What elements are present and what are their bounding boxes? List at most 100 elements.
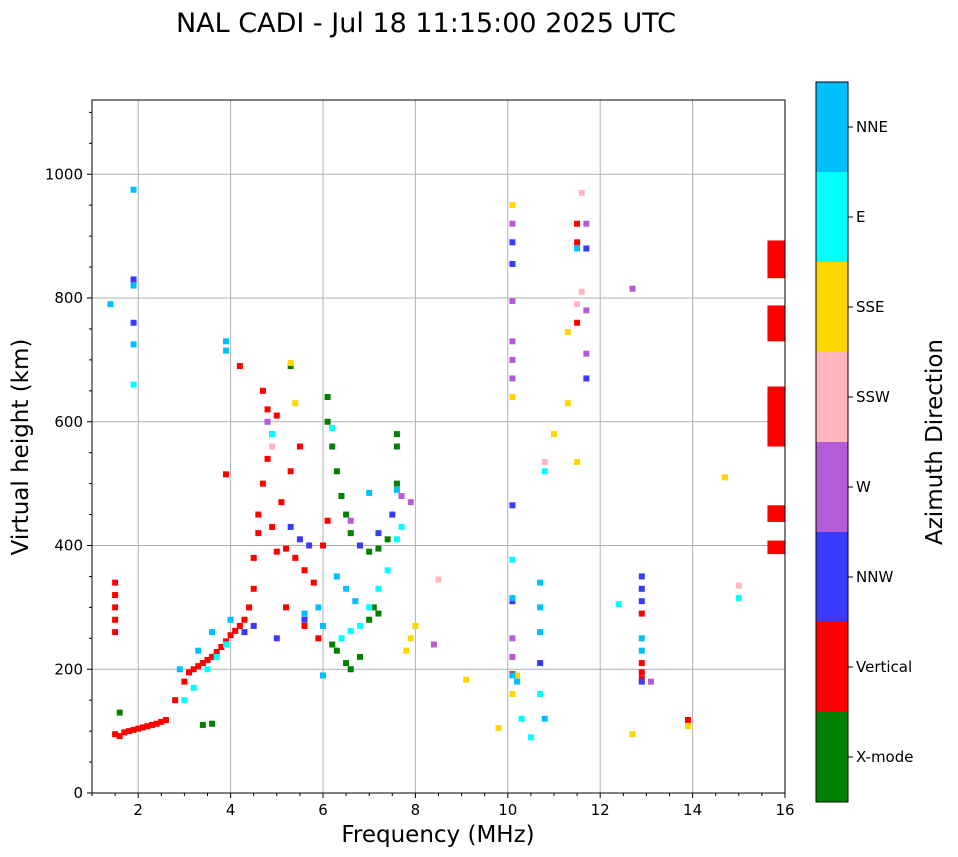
echo-point bbox=[324, 517, 331, 524]
echo-point bbox=[204, 656, 211, 663]
echo-point bbox=[393, 431, 400, 438]
echo-point bbox=[287, 468, 294, 475]
echo-point bbox=[509, 502, 516, 509]
colorbar-tick-label: SSW bbox=[856, 388, 890, 406]
echo-point bbox=[333, 647, 340, 654]
y-tick-label: 600 bbox=[54, 413, 83, 431]
echo-point bbox=[356, 542, 363, 549]
echo-point bbox=[338, 635, 345, 642]
echo-point bbox=[347, 666, 354, 673]
echo-point bbox=[149, 721, 156, 728]
echo-point bbox=[181, 697, 188, 704]
echo-point bbox=[324, 418, 331, 425]
echo-point bbox=[329, 424, 336, 431]
echo-point bbox=[287, 523, 294, 530]
echo-point bbox=[112, 616, 119, 623]
colorbar-segment bbox=[816, 712, 848, 802]
side-bar-segment bbox=[767, 540, 785, 555]
echo-point bbox=[158, 718, 165, 725]
echo-point bbox=[296, 443, 303, 450]
colorbar-tick-label: SSE bbox=[856, 298, 885, 316]
echo-point bbox=[301, 610, 308, 617]
echo-point bbox=[232, 627, 239, 634]
echo-point bbox=[407, 635, 414, 642]
echo-point bbox=[509, 298, 516, 305]
echo-point bbox=[541, 468, 548, 475]
echo-point bbox=[112, 592, 119, 598]
colorbar-tick-label: NNW bbox=[856, 568, 893, 586]
echo-point bbox=[574, 220, 581, 227]
echo-point bbox=[638, 647, 645, 654]
side-bars bbox=[767, 240, 785, 555]
echo-point bbox=[684, 716, 691, 723]
echo-point bbox=[255, 530, 262, 537]
echo-point bbox=[537, 629, 544, 636]
echo-point bbox=[250, 554, 257, 561]
echo-point bbox=[241, 616, 248, 623]
echo-point bbox=[236, 622, 243, 629]
echo-point bbox=[273, 412, 280, 419]
echo-point bbox=[333, 468, 340, 475]
echo-point bbox=[541, 458, 548, 465]
echo-point bbox=[301, 622, 308, 629]
echo-point bbox=[329, 641, 336, 648]
colorbar-segment bbox=[816, 262, 848, 352]
echo-point bbox=[583, 307, 590, 314]
echo-point bbox=[551, 431, 557, 438]
echo-point bbox=[435, 576, 442, 583]
echo-point bbox=[199, 721, 206, 728]
echo-point bbox=[407, 499, 414, 506]
y-tick-label: 200 bbox=[54, 660, 83, 678]
echo-point bbox=[227, 616, 234, 623]
echo-point bbox=[629, 731, 636, 738]
side-bar-segment bbox=[767, 505, 785, 522]
x-tick-label: 2 bbox=[133, 801, 143, 819]
echo-point bbox=[264, 418, 271, 425]
echo-point bbox=[273, 635, 280, 642]
echo-point bbox=[393, 443, 400, 450]
echo-point bbox=[638, 598, 645, 605]
echo-point bbox=[107, 301, 114, 308]
echo-point bbox=[190, 666, 197, 673]
echo-point bbox=[583, 375, 590, 382]
echo-point bbox=[638, 635, 645, 642]
colorbar-tick-label: Vertical bbox=[856, 658, 912, 676]
echo-point bbox=[269, 523, 276, 530]
echo-point bbox=[130, 282, 137, 289]
echo-point bbox=[315, 635, 322, 642]
echo-point bbox=[398, 493, 405, 499]
echo-point bbox=[509, 356, 516, 363]
echo-point bbox=[259, 480, 266, 487]
echo-point bbox=[356, 622, 363, 629]
colorbar-segment bbox=[816, 532, 848, 622]
echo-point bbox=[209, 653, 216, 660]
echo-point bbox=[638, 573, 645, 580]
echo-point bbox=[296, 536, 303, 543]
echo-point bbox=[375, 585, 382, 592]
echo-point bbox=[222, 338, 229, 345]
echo-point bbox=[162, 716, 169, 723]
echo-point bbox=[259, 387, 266, 394]
echo-point bbox=[287, 359, 294, 366]
echo-point bbox=[721, 474, 728, 481]
echo-point bbox=[403, 647, 410, 654]
echo-point bbox=[213, 653, 220, 660]
echo-point bbox=[116, 709, 123, 716]
echo-point bbox=[527, 734, 534, 741]
echo-point bbox=[509, 239, 516, 246]
echo-point bbox=[269, 431, 276, 438]
echo-point bbox=[112, 579, 119, 586]
grid-lines bbox=[92, 100, 786, 794]
echo-point bbox=[509, 653, 516, 660]
echo-point bbox=[583, 350, 590, 357]
colorbar: X-mode Vertical NNW W SSW SSE E NNE bbox=[816, 82, 913, 802]
echo-point bbox=[398, 523, 405, 530]
colorbar-segment bbox=[816, 442, 848, 532]
echo-point bbox=[564, 400, 571, 407]
echo-point bbox=[412, 622, 419, 629]
echo-point bbox=[370, 604, 377, 611]
x-tick-label: 10 bbox=[498, 801, 517, 819]
echo-point bbox=[135, 725, 142, 732]
echo-point bbox=[112, 731, 119, 738]
echo-point bbox=[301, 616, 308, 623]
